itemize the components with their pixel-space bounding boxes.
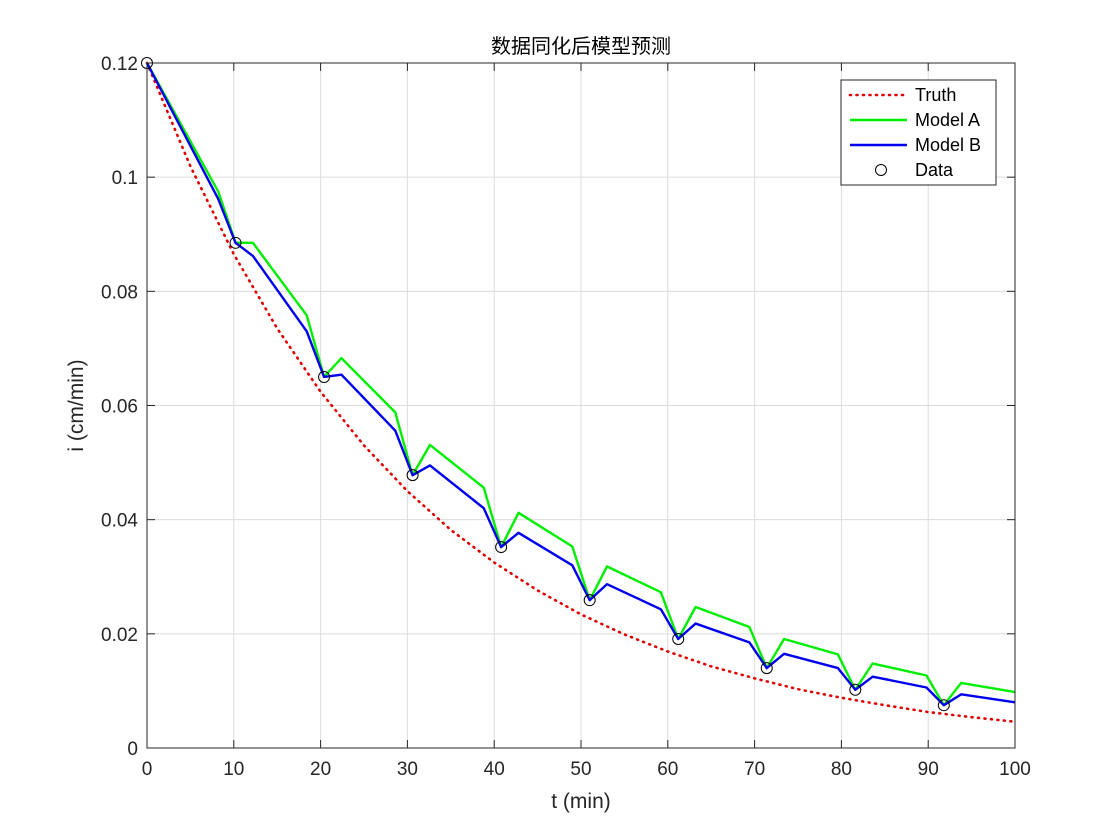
data-point-marker	[495, 541, 508, 554]
legend: Truth Model A Model B Data	[840, 79, 997, 186]
legend-label-truth: Truth	[915, 85, 956, 105]
x-tick-label: 90	[918, 759, 939, 780]
y-tick-label: 0.12	[101, 54, 138, 75]
data-point-marker	[583, 594, 596, 607]
chart-title: 数据同化后模型预测	[491, 34, 671, 58]
data-point-marker	[937, 699, 950, 712]
y-tick-label: 0.08	[101, 282, 138, 303]
y-tick-label: 0.1	[112, 168, 138, 189]
y-tick-label: 0.06	[101, 397, 138, 418]
tick-labels: 0 10 20 30 40 50 60 70 80 90 100 0 0.02 0.04 0.06 0.08 0…	[101, 54, 1031, 780]
y-tick-label: 0.02	[101, 625, 138, 646]
series-model-b-line	[145, 62, 1016, 707]
x-tick-label: 30	[397, 759, 418, 780]
series-truth-line	[145, 61, 1017, 724]
legend-swatch-data	[875, 164, 887, 176]
legend-label-data: Data	[915, 160, 954, 180]
x-tick-label: 60	[657, 759, 678, 780]
data-point-marker	[672, 632, 685, 645]
data-point-marker	[760, 662, 773, 675]
x-tick-label: 0	[142, 759, 153, 780]
data-point-marker	[318, 370, 331, 383]
y-tick-label: 0	[127, 739, 138, 760]
axes	[146, 62, 1016, 749]
data-point-marker	[406, 469, 419, 482]
x-tick-label: 80	[831, 759, 852, 780]
x-tick-label: 40	[484, 759, 505, 780]
legend-label-model-b: Model B	[915, 135, 981, 155]
x-tick-label: 70	[744, 759, 765, 780]
data-point-marker	[229, 236, 242, 249]
x-tick-label: 20	[310, 759, 331, 780]
x-tick-label: 100	[999, 759, 1031, 780]
x-tick-label: 50	[570, 759, 591, 780]
y-tick-label: 0.04	[101, 511, 138, 532]
x-axis-label: t (min)	[551, 790, 611, 813]
x-tick-label: 10	[223, 759, 244, 780]
y-axis-label: i (cm/min)	[65, 359, 88, 451]
data-point-marker	[849, 683, 862, 696]
legend-label-model-a: Model A	[915, 110, 980, 130]
series-layer	[141, 57, 1017, 724]
legend-box	[840, 79, 997, 186]
